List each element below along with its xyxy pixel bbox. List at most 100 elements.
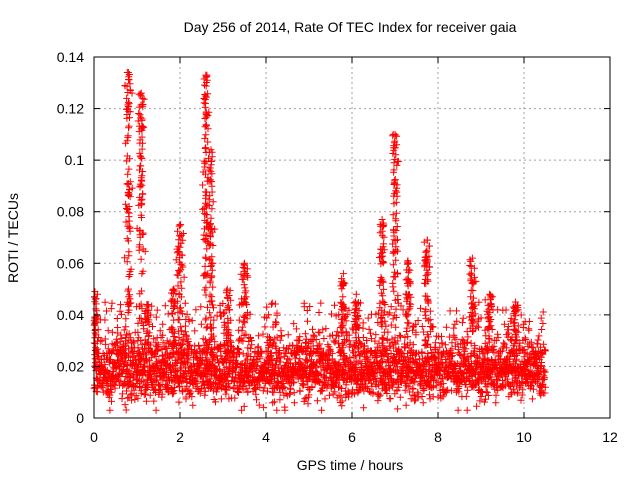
data-point [309, 331, 317, 339]
data-point [466, 270, 474, 278]
data-point [409, 326, 416, 334]
data-point [272, 319, 280, 327]
data-point [519, 336, 527, 344]
data-point [332, 312, 340, 320]
data-point [191, 327, 199, 335]
data-point [392, 151, 400, 159]
data-point [482, 395, 489, 403]
data-point [392, 256, 400, 264]
data-point [341, 304, 349, 312]
data-point [384, 310, 392, 318]
data-point [438, 375, 446, 383]
data-point [156, 382, 164, 390]
data-point [271, 300, 279, 308]
data-point [156, 327, 164, 335]
data-point [358, 360, 366, 367]
data-point [534, 336, 542, 344]
y-axis-label: ROTI / TECUs [5, 193, 21, 283]
data-point [418, 323, 426, 330]
data-point [137, 337, 145, 344]
data-point [207, 158, 215, 165]
data-point [403, 297, 411, 305]
data-point [537, 362, 545, 370]
data-point [138, 115, 146, 123]
data-point [223, 326, 231, 333]
data-point [354, 299, 362, 306]
data-point [340, 359, 348, 367]
data-point [313, 345, 321, 353]
data-point [124, 237, 132, 245]
data-point [358, 350, 366, 357]
data-point [360, 404, 368, 412]
data-point [169, 286, 177, 294]
data-point [223, 287, 231, 295]
data-point [220, 329, 228, 337]
data-point [202, 131, 210, 139]
data-point [142, 397, 150, 405]
data-point [469, 349, 477, 357]
data-point [136, 149, 144, 157]
data-point [201, 216, 209, 224]
data-point [508, 379, 516, 387]
data-point [193, 382, 201, 390]
data-point [206, 277, 214, 285]
data-point [199, 346, 207, 354]
data-point [180, 346, 188, 354]
data-point [541, 346, 549, 354]
data-point [210, 353, 218, 361]
data-point [440, 348, 447, 356]
data-point [328, 310, 335, 318]
data-point [459, 314, 467, 322]
data-point [256, 355, 264, 363]
data-point [108, 340, 116, 348]
data-point [337, 347, 345, 355]
data-point [422, 341, 430, 349]
y-tick-label: 0.12 [57, 101, 84, 117]
data-point [124, 394, 132, 402]
data-point [507, 349, 514, 357]
data-point [136, 180, 144, 188]
data-point [161, 302, 169, 310]
data-point [208, 188, 216, 196]
data-point [390, 159, 398, 167]
data-point [137, 89, 145, 97]
data-point [139, 100, 147, 108]
data-point [345, 306, 353, 314]
data-point [426, 391, 433, 399]
data-point [174, 308, 182, 316]
data-point [517, 311, 525, 319]
data-point [365, 325, 373, 333]
data-point [124, 133, 132, 141]
data-point [287, 385, 294, 393]
data-point [403, 324, 411, 332]
data-point [481, 296, 489, 304]
data-point [182, 360, 190, 368]
data-point [394, 236, 401, 244]
data-point [487, 294, 495, 302]
data-point [161, 343, 169, 351]
data-point [122, 218, 130, 226]
data-point [223, 349, 231, 357]
data-point [289, 379, 297, 387]
data-point [541, 368, 549, 376]
data-point [206, 337, 214, 345]
data-point [182, 322, 189, 330]
data-point [337, 324, 345, 331]
data-point [433, 348, 441, 356]
data-point [402, 276, 410, 284]
data-point [138, 126, 146, 134]
data-point [209, 387, 217, 395]
data-point [414, 317, 422, 324]
data-point [325, 356, 333, 364]
data-point [379, 277, 387, 285]
data-point [296, 355, 304, 363]
data-point [140, 367, 148, 375]
data-point [259, 330, 267, 338]
data-point [339, 293, 347, 301]
data-point [264, 364, 272, 372]
data-point [122, 200, 130, 208]
data-point [483, 388, 491, 396]
data-point [467, 309, 475, 316]
data-point [339, 329, 347, 337]
